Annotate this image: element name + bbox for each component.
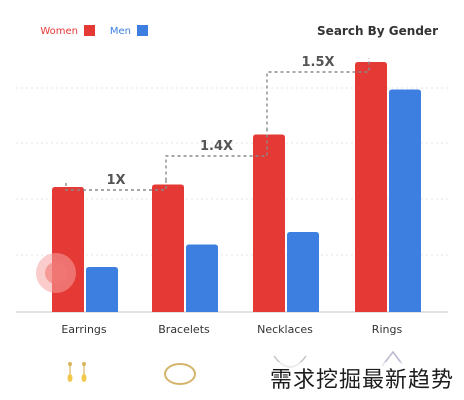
x-tick-label-earrings: Earrings	[61, 323, 107, 336]
legend-swatch-women	[84, 25, 95, 36]
growth-label-1: 1X	[106, 173, 125, 188]
bar-women-rings	[355, 62, 387, 312]
growth-bracket-1	[65, 180, 167, 191]
chart-title: Search By Gender	[317, 24, 438, 38]
bar-women-necklaces	[253, 134, 285, 312]
growth-bracket-3	[266, 58, 370, 131]
bracelet-icon	[164, 363, 196, 385]
growth-label-3: 1.5X	[301, 55, 334, 70]
growth-bracket-2	[165, 130, 268, 181]
bar-men-necklaces	[287, 232, 319, 312]
legend-label-women: Women	[40, 26, 78, 37]
watermark-caption: 需求挖掘最新趋势	[269, 362, 454, 394]
highlight-pulse-core	[45, 262, 67, 284]
ring-icon	[381, 350, 403, 367]
bar-women-bracelets	[152, 184, 184, 312]
x-tick-label-necklaces: Necklaces	[257, 323, 313, 336]
earring-icon	[67, 362, 87, 382]
x-tick-label-bracelets: Bracelets	[158, 323, 210, 336]
bar-men-rings	[389, 89, 421, 312]
growth-label-2: 1.4X	[200, 139, 233, 154]
legend-label-men: Men	[110, 26, 131, 37]
legend-swatch-men	[137, 25, 148, 36]
bar-men-earrings	[86, 267, 118, 312]
x-tick-label-rings: Rings	[372, 323, 403, 336]
bar-women-earrings	[52, 187, 84, 312]
bar-men-bracelets	[186, 244, 218, 312]
